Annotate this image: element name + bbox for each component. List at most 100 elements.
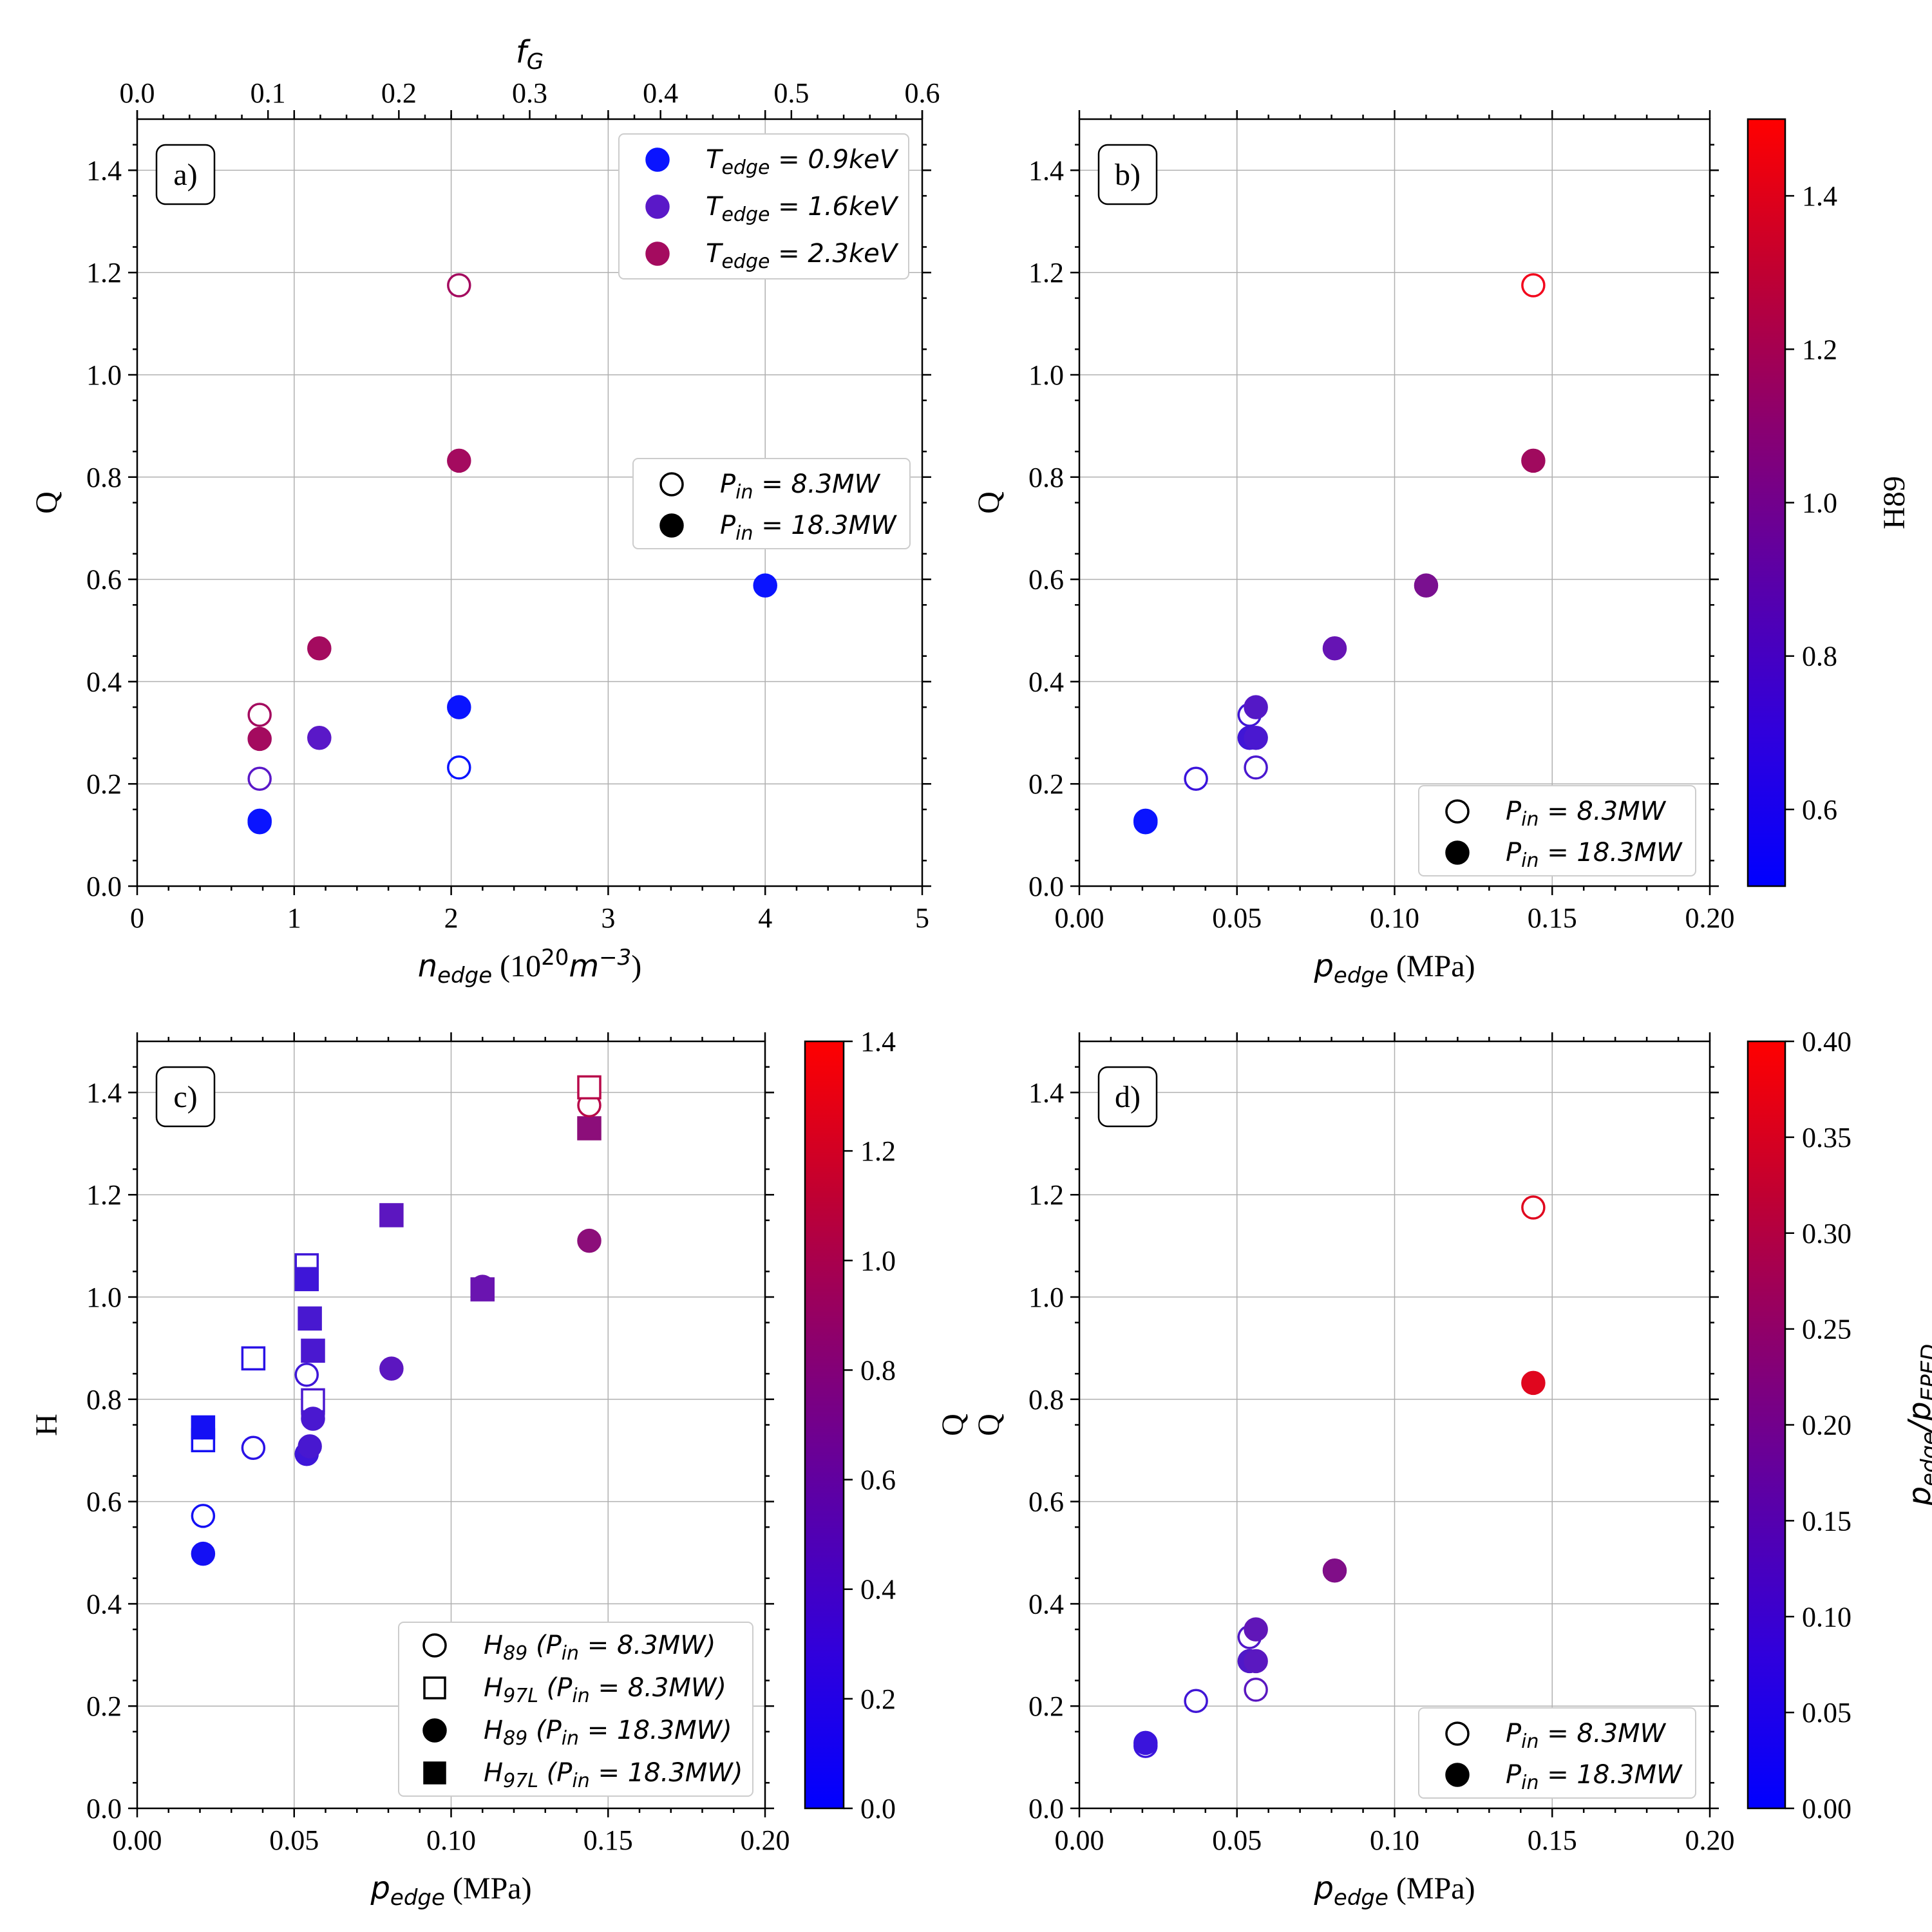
axes-frame bbox=[136, 118, 923, 887]
y-tick-label: 1.0 bbox=[1028, 1282, 1064, 1313]
data-point bbox=[241, 1435, 266, 1460]
x-tick-label: 3 bbox=[601, 902, 615, 934]
y-tick-label: 0.6 bbox=[1028, 564, 1064, 596]
data-point bbox=[1322, 1558, 1347, 1583]
colorbar-gradient bbox=[1747, 118, 1786, 887]
legend-label: Tedge = 0.9keV bbox=[706, 145, 899, 179]
panel-label-box bbox=[1097, 1066, 1158, 1128]
y-tick-label: 0.8 bbox=[86, 1384, 122, 1416]
legend-label: Tedge = 1.6keV bbox=[706, 192, 899, 226]
y-tick-label: 0.4 bbox=[86, 1588, 122, 1620]
legend-label: H89 (Pin = 8.3MW) bbox=[484, 1631, 715, 1665]
x-tick-label: 0.20 bbox=[1685, 1824, 1735, 1856]
y-tick-label: 1.4 bbox=[1028, 1077, 1064, 1108]
colorbar-tick-label: 0.15 bbox=[1802, 1505, 1852, 1537]
y-axis-label: H bbox=[30, 1414, 64, 1436]
x-tick-label: 0.05 bbox=[1212, 1824, 1262, 1856]
panel-label-box bbox=[1097, 144, 1158, 205]
data-point bbox=[1244, 1617, 1268, 1642]
colorbar-label: Q bbox=[936, 1414, 970, 1436]
legend-marker bbox=[645, 242, 670, 266]
colorbar-tick-label: 0.8 bbox=[1802, 641, 1837, 672]
y-tick-label: 1.0 bbox=[86, 359, 122, 391]
panel-label-box bbox=[155, 1066, 216, 1128]
y-tick-label: 1.4 bbox=[86, 1077, 122, 1108]
top-axis-label: fG bbox=[516, 34, 544, 75]
colorbar-tick-label: 0.6 bbox=[860, 1464, 896, 1496]
legend-label: Pin = 18.3MW bbox=[720, 511, 897, 545]
y-tick-label: 0.2 bbox=[86, 1690, 122, 1722]
data-point-square bbox=[298, 1306, 322, 1331]
y-axis-label: Q bbox=[30, 491, 64, 514]
y-tick-label: 0.6 bbox=[86, 1486, 122, 1518]
data-point-square bbox=[470, 1277, 495, 1302]
x-tick-label: 0.20 bbox=[741, 1824, 790, 1856]
legend-marker bbox=[645, 147, 670, 172]
colorbar-tick-label: 0.30 bbox=[1802, 1218, 1852, 1249]
x-tick-label: 0 bbox=[130, 902, 144, 934]
y-axis-label: Q bbox=[972, 491, 1006, 514]
legend-marker bbox=[422, 1718, 447, 1743]
data-point bbox=[191, 1504, 216, 1528]
data-point-square bbox=[301, 1338, 325, 1363]
data-point bbox=[1521, 1195, 1546, 1220]
colorbar-1: 0.6 0.8 1.0 1.2 1.4 H89 bbox=[1747, 118, 1911, 887]
top-tick-label: 0.6 bbox=[905, 77, 940, 109]
x-tick-label: 0.05 bbox=[1212, 902, 1262, 934]
colorbar-gradient bbox=[1747, 1040, 1786, 1810]
data-point bbox=[294, 1362, 319, 1387]
x-tick-label: 5 bbox=[915, 902, 929, 934]
data-point bbox=[447, 755, 471, 780]
colorbar-tick-label: 0.05 bbox=[1802, 1697, 1852, 1728]
x-tick-label: 0.10 bbox=[426, 1824, 476, 1856]
data-point bbox=[247, 766, 272, 791]
panel-3: 0.00 0.05 0.10 0.15 0.20 0.0 0.2 0.4 0.6 0.8 1.0 1.… bbox=[972, 1032, 1735, 1911]
data-point bbox=[298, 1434, 322, 1459]
panel-label: d) bbox=[1115, 1080, 1141, 1114]
colorbar-tick-label: 0.4 bbox=[860, 1574, 896, 1605]
y-tick-label: 0.0 bbox=[86, 871, 122, 902]
legend-marker bbox=[1445, 1721, 1470, 1746]
legend-box bbox=[632, 458, 911, 549]
colorbar-tick-label: 1.0 bbox=[860, 1245, 896, 1276]
panel-label-box bbox=[155, 144, 216, 205]
legend-marker-square bbox=[423, 1676, 446, 1700]
x-axis-label: pedge (MPa) bbox=[1313, 1870, 1475, 1911]
data-point bbox=[1133, 1730, 1158, 1756]
y-tick-label: 0.2 bbox=[86, 768, 122, 800]
data-point bbox=[1244, 1649, 1268, 1674]
x-tick-label: 0.00 bbox=[1055, 902, 1104, 934]
colorbar-tick-label: 0.20 bbox=[1802, 1410, 1852, 1441]
x-tick-label: 2 bbox=[444, 902, 459, 934]
y-tick-label: 0.4 bbox=[86, 666, 122, 697]
y-tick-label: 1.4 bbox=[86, 155, 122, 186]
colorbar-tick-label: 1.4 bbox=[1802, 180, 1837, 212]
y-tick-label: 1.2 bbox=[86, 1179, 122, 1211]
data-point-square bbox=[294, 1267, 319, 1291]
data-point bbox=[1521, 448, 1546, 473]
legend-label: Pin = 18.3MW bbox=[1506, 1760, 1683, 1794]
x-tick-label: 1 bbox=[287, 902, 301, 934]
data-point bbox=[1521, 1370, 1546, 1396]
panel-0: 0 1 2 3 4 5 0.0 0.2 0.4 0.6 0.8 1.0 1.2 1.4 0.0 0.1 0.2 0… bbox=[30, 34, 940, 989]
x-tick-label: 0.15 bbox=[1528, 1824, 1577, 1856]
legend-label: Pin = 18.3MW bbox=[1506, 838, 1683, 872]
x-tick-label: 0.00 bbox=[113, 1824, 162, 1856]
data-point bbox=[1244, 1678, 1268, 1702]
panel-label: a) bbox=[173, 158, 197, 192]
data-point bbox=[247, 808, 272, 833]
y-tick-label: 0.2 bbox=[1028, 1690, 1064, 1722]
colorbar-label: pedge/pEPED bbox=[1902, 1344, 1932, 1507]
x-axis-label: pedge (MPa) bbox=[1313, 948, 1475, 989]
y-tick-label: 1.4 bbox=[1028, 155, 1064, 186]
colorbar-tick-label: 0.0 bbox=[860, 1793, 896, 1824]
y-tick-label: 1.0 bbox=[86, 1282, 122, 1313]
x-axis-label: pedge (MPa) bbox=[370, 1870, 531, 1911]
x-axis-label: nedge (1020m−3) bbox=[418, 945, 642, 989]
y-tick-label: 0.6 bbox=[1028, 1486, 1064, 1518]
axes-frame bbox=[1078, 118, 1711, 887]
data-point bbox=[1521, 273, 1546, 298]
legend-label: H97L (Pin = 18.3MW) bbox=[484, 1758, 743, 1792]
y-tick-label: 0.8 bbox=[1028, 462, 1064, 493]
